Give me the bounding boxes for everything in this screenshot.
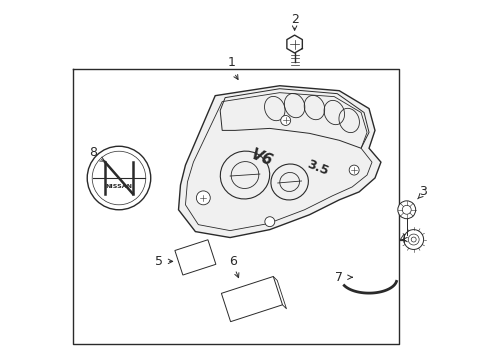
Circle shape bbox=[196, 191, 210, 205]
Circle shape bbox=[348, 165, 358, 175]
Polygon shape bbox=[286, 35, 302, 53]
Text: 6: 6 bbox=[229, 255, 237, 268]
Ellipse shape bbox=[270, 164, 308, 200]
Text: 7: 7 bbox=[335, 271, 343, 284]
Text: NISSAN: NISSAN bbox=[105, 184, 132, 189]
Text: 2: 2 bbox=[290, 13, 298, 26]
Text: 5: 5 bbox=[154, 255, 163, 268]
Text: 1: 1 bbox=[228, 57, 236, 69]
Circle shape bbox=[397, 201, 415, 219]
Circle shape bbox=[264, 217, 274, 227]
Polygon shape bbox=[221, 276, 282, 322]
Circle shape bbox=[403, 230, 423, 249]
Polygon shape bbox=[175, 240, 215, 275]
Ellipse shape bbox=[220, 151, 269, 199]
Text: 3.5: 3.5 bbox=[304, 158, 329, 178]
Text: 4: 4 bbox=[398, 233, 406, 246]
Polygon shape bbox=[178, 86, 380, 238]
Text: 3: 3 bbox=[418, 185, 426, 198]
Circle shape bbox=[87, 146, 150, 210]
Text: 8: 8 bbox=[89, 146, 97, 159]
Text: V6: V6 bbox=[248, 147, 274, 169]
Circle shape bbox=[280, 116, 290, 125]
